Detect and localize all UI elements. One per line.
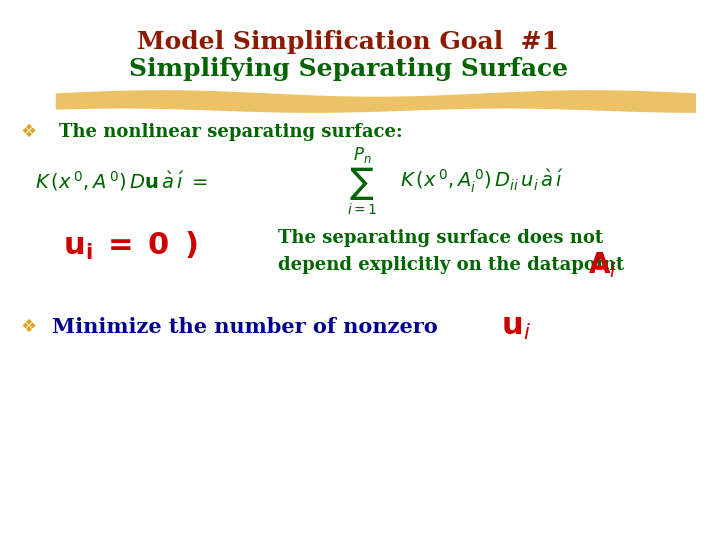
Polygon shape bbox=[55, 90, 696, 113]
Text: $K\,(x^{\,0},A_i^{\,0})\,D_{ii}\,u_i\,\grave{a}\,\acute{\imath}$: $K\,(x^{\,0},A_i^{\,0})\,D_{ii}\,u_i\,\g… bbox=[400, 167, 564, 194]
Text: $i=1$: $i=1$ bbox=[347, 202, 377, 218]
Text: $\mathbf{u_i\;=\;0\;\;)}$: $\mathbf{u_i\;=\;0\;\;)}$ bbox=[63, 230, 198, 262]
Text: $\mathbf{A}_i$: $\mathbf{A}_i$ bbox=[588, 249, 617, 280]
Text: $P_n$: $P_n$ bbox=[353, 145, 372, 165]
Text: The nonlinear separating surface:: The nonlinear separating surface: bbox=[59, 123, 402, 141]
Text: Simplifying Separating Surface: Simplifying Separating Surface bbox=[129, 57, 567, 80]
Text: ❖: ❖ bbox=[21, 318, 37, 336]
Text: ❖: ❖ bbox=[21, 123, 37, 141]
Text: Minimize the number of nonzero: Minimize the number of nonzero bbox=[53, 316, 445, 337]
Text: $K\,(x^{\,0},A^{\,0})\,D\mathbf{u}\,\grave{a}\,\acute{\imath}\;=\;$: $K\,(x^{\,0},A^{\,0})\,D\mathbf{u}\,\gra… bbox=[35, 169, 207, 193]
Text: $\sum$: $\sum$ bbox=[349, 165, 374, 202]
Text: depend explicitly on the datapoint: depend explicitly on the datapoint bbox=[279, 255, 637, 274]
Text: The separating surface does not: The separating surface does not bbox=[279, 228, 603, 247]
Text: $\mathbf{u}_i$: $\mathbf{u}_i$ bbox=[501, 311, 531, 342]
Text: Model Simplification Goal  #1: Model Simplification Goal #1 bbox=[137, 30, 559, 53]
